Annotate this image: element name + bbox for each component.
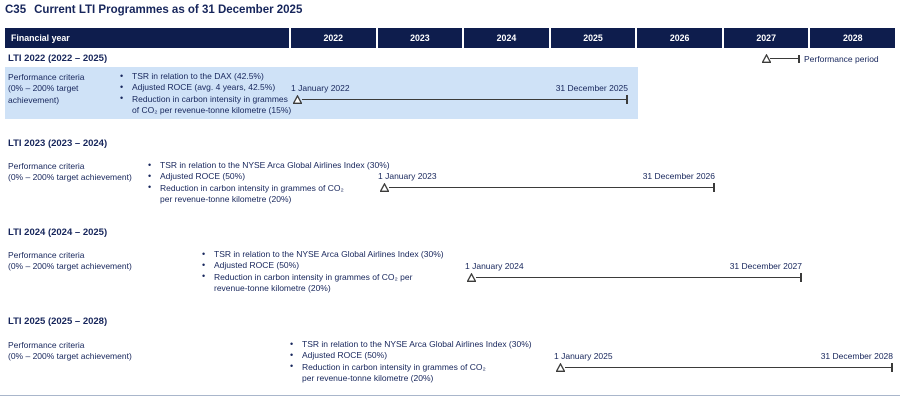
criteria-line: of CO₂ per revenue-tonne kilometre (15%) — [132, 104, 292, 115]
year-column-2028: 2028 — [810, 28, 896, 48]
criteria-highlight-box — [5, 67, 638, 119]
criteria-item: Reduction in carbon intensity in grammes… — [120, 93, 292, 117]
legend-end-tick — [798, 55, 800, 63]
year-column-2025: 2025 — [550, 28, 636, 48]
timeline-end-tick — [800, 273, 802, 282]
legend-line — [770, 58, 799, 59]
financial-year-header: Financial year 2022 2023 2024 2025 2026 2027 2… — [5, 28, 896, 48]
section-title: LTI 2025 (2025 – 2028) — [8, 316, 108, 327]
criteria-list: TSR in relation to the NYSE Arca Global … — [148, 159, 390, 206]
timeline-end-date: 31 December 2026 — [642, 171, 715, 181]
performance-criteria-line: (0% – 200% target achievement) — [8, 351, 132, 362]
criteria-list: TSR in relation to the NYSE Arca Global … — [290, 338, 532, 385]
criteria-line: Reduction in carbon intensity in grammes… — [214, 271, 413, 282]
criteria-list: TSR in relation to the NYSE Arca Global … — [202, 248, 444, 295]
criteria-item: TSR in relation to the DAX (42.5%) — [120, 70, 291, 82]
performance-criteria-label: Performance criteria (0% – 200% target ac… — [8, 250, 132, 273]
year-column-2022: 2022 — [291, 28, 376, 48]
timeline-start-triangle-icon — [380, 183, 389, 192]
financial-year-label: Financial year — [5, 28, 289, 48]
performance-criteria-line: Performance criteria — [8, 72, 85, 82]
timeline-start-triangle-icon — [762, 54, 771, 63]
section-title: LTI 2024 (2024 – 2025) — [8, 227, 108, 238]
criteria-line: TSR in relation to the NYSE Arca Global … — [160, 160, 390, 170]
timeline-start-date: 1 January 2023 — [378, 171, 437, 181]
performance-period-marker-icon — [762, 54, 800, 64]
performance-criteria-line: (0% – 200% target achievement) — [8, 172, 132, 183]
criteria-item: Reduction in carbon intensity in grammes… — [148, 182, 390, 206]
timeline-end-date: 31 December 2025 — [555, 83, 628, 93]
criteria-line: TSR in relation to the NYSE Arca Global … — [302, 339, 532, 349]
timeline-start-triangle-icon — [556, 363, 565, 372]
timeline-end-date: 31 December 2028 — [820, 351, 893, 361]
year-column-2023: 2023 — [377, 28, 463, 48]
figure-title-text: Current LTI Programmes as of 31 December… — [34, 4, 303, 16]
performance-criteria-line: (0% – 200% target — [8, 83, 79, 94]
criteria-line: TSR in relation to the DAX (42.5%) — [132, 71, 264, 81]
year-column-2026: 2026 — [637, 28, 722, 48]
performance-criteria-line: Performance criteria — [8, 340, 85, 350]
criteria-line: per revenue-tonne kilometre (20%) — [160, 193, 292, 204]
criteria-line: TSR in relation to the NYSE Arca Global … — [214, 249, 444, 259]
criteria-item: TSR in relation to the NYSE Arca Global … — [148, 159, 390, 171]
section-title: LTI 2022 (2022 – 2025) — [8, 53, 108, 64]
timeline-end-tick — [891, 363, 893, 372]
timeline-end-date: 31 December 2027 — [729, 261, 802, 271]
criteria-line: revenue-tonne kilometre (20%) — [214, 282, 331, 293]
timeline-start-triangle-icon — [467, 273, 476, 282]
section-title: LTI 2023 (2023 – 2024) — [8, 138, 108, 149]
timeline-start-triangle-icon — [293, 95, 302, 104]
criteria-line: Reduction in carbon intensity in grammes… — [160, 182, 344, 193]
criteria-item: Adjusted ROCE (50%) — [148, 171, 390, 183]
timeline-line — [302, 99, 627, 100]
criteria-list: TSR in relation to the DAX (42.5%)Adjust… — [120, 70, 292, 117]
timeline-start-date: 1 January 2022 — [291, 83, 350, 93]
timeline-end-tick — [626, 95, 628, 104]
criteria-item: Adjusted ROCE (50%) — [290, 350, 532, 362]
figure-title: C35 Current LTI Programmes as of 31 Decem… — [5, 4, 302, 16]
criteria-item: Adjusted ROCE (avg. 4 years, 42.5%) — [120, 82, 291, 94]
criteria-line: Reduction in carbon intensity in grammes… — [302, 361, 486, 372]
figure-number: C35 — [5, 4, 27, 16]
criteria-item: TSR in relation to the NYSE Arca Global … — [290, 338, 532, 350]
timeline-start-date: 1 January 2025 — [554, 351, 613, 361]
timeline-line — [476, 277, 801, 278]
criteria-line: Adjusted ROCE (50%) — [160, 171, 246, 182]
bottom-divider — [0, 395, 900, 396]
timeline-end-tick — [713, 183, 715, 192]
criteria-item: Reduction in carbon intensity in grammes… — [290, 361, 532, 385]
timeline-line — [389, 187, 714, 188]
timeline-line — [565, 367, 892, 368]
criteria-line: Adjusted ROCE (avg. 4 years, 42.5%) — [132, 82, 276, 93]
performance-criteria-label: Performance criteria (0% – 200% target ach… — [8, 72, 85, 106]
performance-criteria-line: achievement) — [8, 94, 60, 105]
year-column-2024: 2024 — [464, 28, 549, 48]
performance-criteria-label: Performance criteria (0% – 200% target ac… — [8, 161, 132, 184]
performance-criteria-line: Performance criteria — [8, 250, 85, 260]
criteria-item: TSR in relation to the NYSE Arca Global … — [202, 248, 444, 260]
criteria-line: per revenue-tonne kilometre (20%) — [302, 372, 434, 383]
performance-criteria-line: (0% – 200% target achievement) — [8, 261, 132, 272]
criteria-line: Reduction in carbon intensity in grammes — [132, 93, 288, 104]
criteria-line: Adjusted ROCE (50%) — [214, 260, 300, 271]
criteria-item: Reduction in carbon intensity in grammes… — [202, 271, 444, 295]
criteria-item: Adjusted ROCE (50%) — [202, 260, 444, 272]
year-column-2027: 2027 — [723, 28, 809, 48]
performance-criteria-label: Performance criteria (0% – 200% target ac… — [8, 340, 132, 363]
legend-label: Performance period — [804, 54, 879, 64]
criteria-line: Adjusted ROCE (50%) — [302, 350, 388, 361]
timeline-start-date: 1 January 2024 — [465, 261, 524, 271]
performance-criteria-line: Performance criteria — [8, 161, 85, 171]
